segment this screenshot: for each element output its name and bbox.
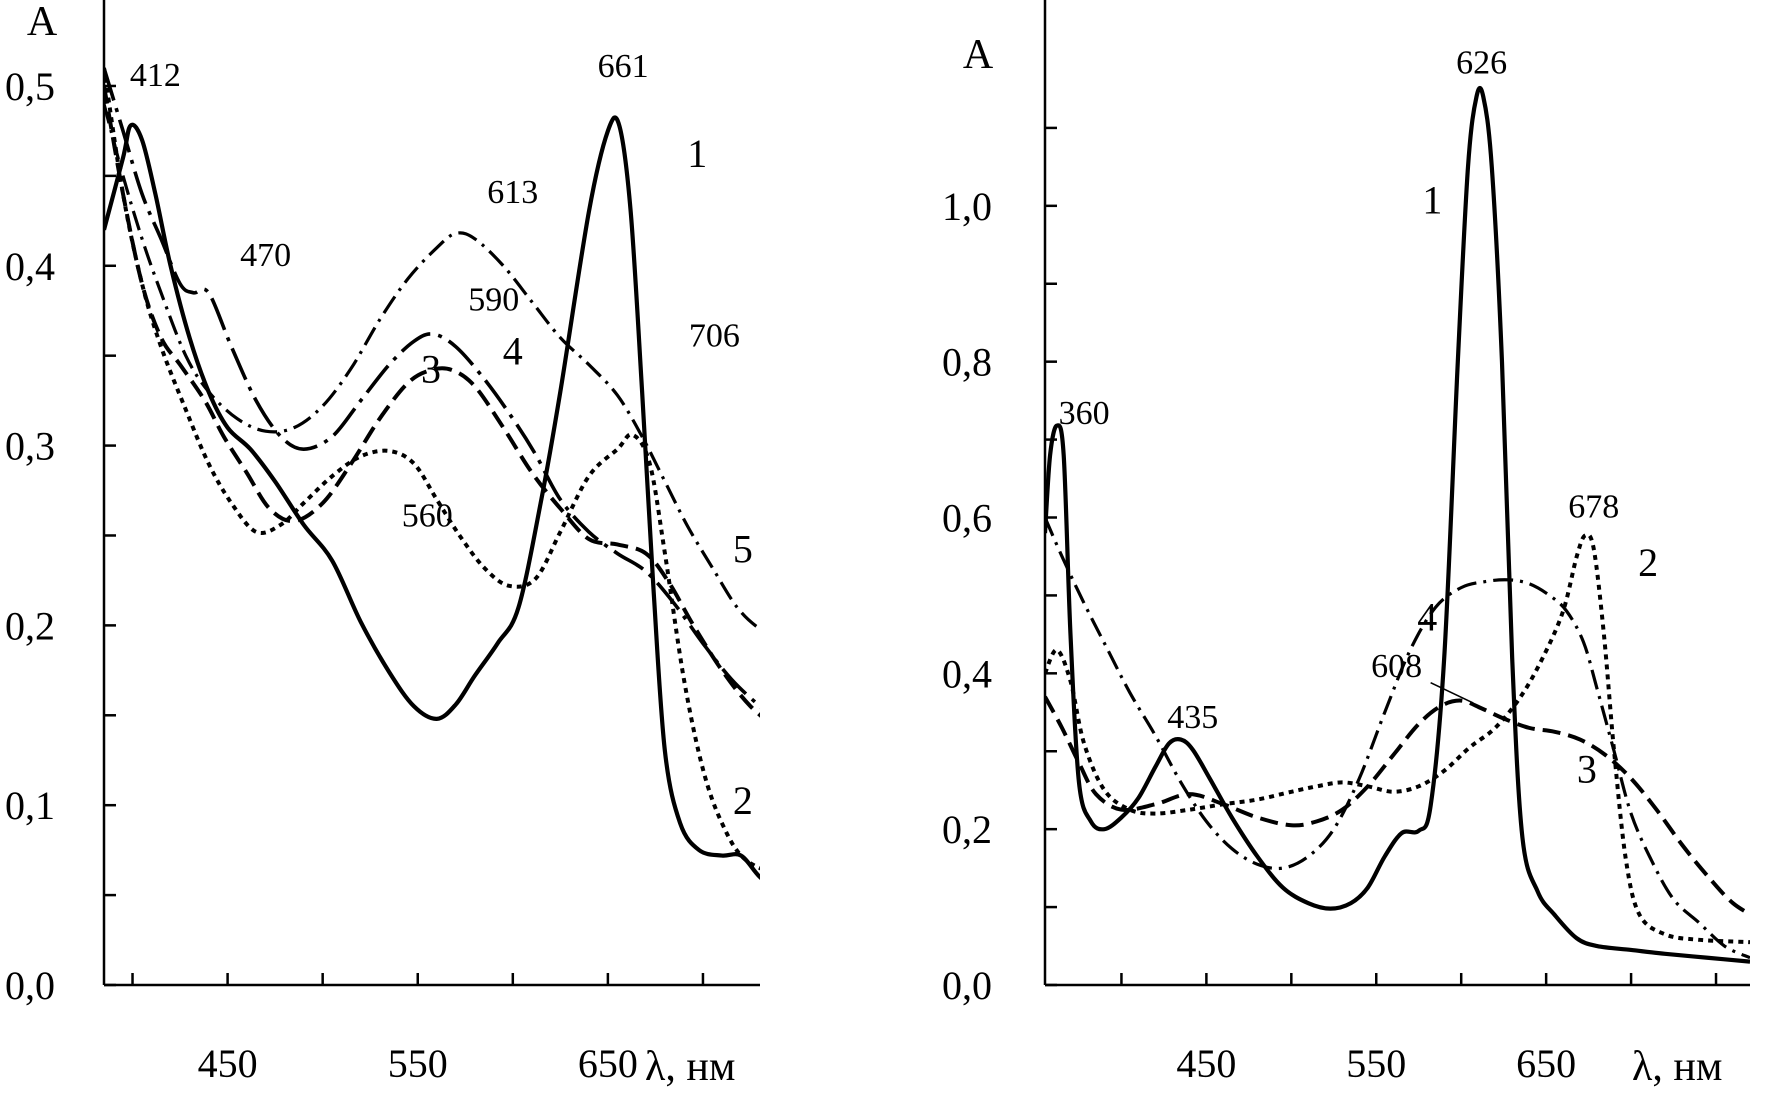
curve-label: 5 — [733, 526, 753, 571]
x-tick-label: 450 — [1176, 1041, 1236, 1086]
y-tick-label: 0,0 — [942, 963, 992, 1008]
peak-annotation: 590 — [468, 282, 519, 319]
peak-annotation: 678 — [1568, 489, 1619, 526]
peak-annotation: 706 — [689, 318, 740, 355]
peak-annotation: 360 — [1059, 395, 1110, 432]
curve-label: 4 — [1417, 594, 1437, 639]
y-tick-label: 0,3 — [5, 424, 55, 469]
x-tick-label: 550 — [1346, 1041, 1406, 1086]
x-tick-label: 550 — [388, 1041, 448, 1086]
peak-annotation: 608 — [1371, 648, 1422, 685]
y-tick-label: 1,0 — [942, 184, 992, 229]
curve-label: 2 — [733, 778, 753, 823]
curve-label: 1 — [687, 131, 707, 176]
series-line-3 — [1045, 695, 1750, 917]
series-line-4 — [1045, 516, 1750, 960]
series-line-3 — [104, 85, 760, 718]
series-line-1 — [1045, 85, 1750, 964]
peak-annotation: 560 — [402, 497, 453, 534]
y-tick-label: 0,1 — [5, 783, 55, 828]
peak-annotation: 412 — [130, 57, 181, 94]
peak-annotation: 435 — [1167, 699, 1218, 736]
series-line-4 — [104, 67, 760, 709]
curve-label: 2 — [1638, 540, 1658, 585]
y-tick-label: 0,6 — [942, 496, 992, 541]
y-tick-label: 0,4 — [5, 244, 55, 289]
y-tick-label: 0,0 — [5, 963, 55, 1008]
x-tick-label: 650 — [578, 1041, 638, 1086]
y-tick-label: 0,8 — [942, 340, 992, 385]
y-axis-title: A — [27, 0, 58, 45]
y-tick-label: 0,5 — [5, 64, 55, 109]
curve-label: 3 — [1577, 746, 1597, 791]
series-line-1 — [104, 115, 760, 880]
series-line-2 — [104, 67, 760, 871]
peak-annotation: 613 — [487, 174, 538, 211]
x-tick-label: 450 — [198, 1041, 258, 1086]
curve-label: 3 — [421, 347, 441, 392]
x-tick-label: 650 — [1516, 1041, 1576, 1086]
y-tick-label: 0,4 — [942, 651, 992, 696]
series-line-2 — [1045, 532, 1750, 945]
y-axis-title: A — [963, 32, 994, 78]
peak-annotation: 470 — [240, 237, 291, 274]
series-line-5 — [104, 103, 760, 631]
y-tick-label: 0,2 — [5, 603, 55, 648]
x-axis-title: λ, нм — [645, 1044, 735, 1090]
peak-annotation: 661 — [598, 48, 649, 85]
right-spectrum-panel: 0,0 0,2 0,4 0,6 0,8 1,0 450 550 650 Aλ, нм 360 435 6… — [942, 0, 1750, 1090]
peak-annotation: 626 — [1456, 44, 1507, 81]
annotation-leader-line — [1430, 681, 1474, 704]
curve-label: 4 — [503, 329, 523, 374]
x-axis-title: λ, нм — [1632, 1044, 1722, 1090]
curve-label: 1 — [1422, 178, 1442, 223]
y-tick-label: 0,2 — [942, 807, 992, 852]
